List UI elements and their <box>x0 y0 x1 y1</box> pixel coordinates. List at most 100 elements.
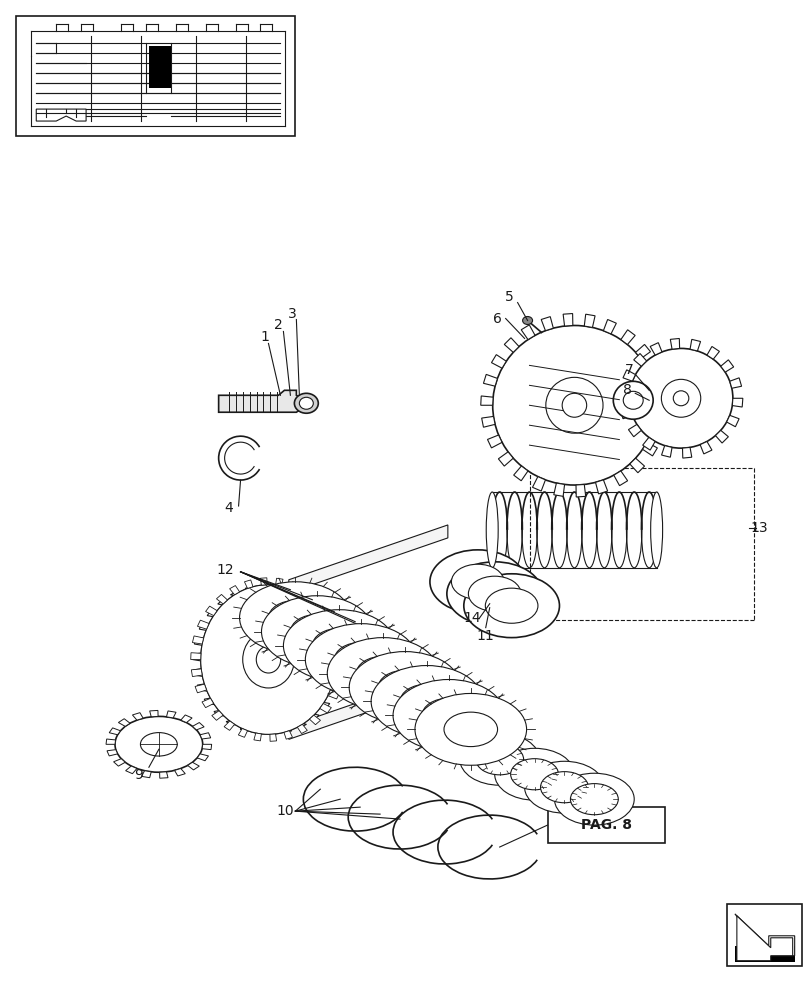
Polygon shape <box>166 711 176 718</box>
Ellipse shape <box>290 614 344 649</box>
Ellipse shape <box>524 761 603 813</box>
Polygon shape <box>521 325 534 340</box>
Ellipse shape <box>623 391 642 409</box>
Polygon shape <box>513 466 527 481</box>
Ellipse shape <box>672 391 688 406</box>
Bar <box>16 16 295 136</box>
Ellipse shape <box>140 733 177 756</box>
Polygon shape <box>732 398 742 407</box>
Ellipse shape <box>554 773 633 825</box>
Polygon shape <box>670 338 679 349</box>
Text: 12: 12 <box>217 563 234 577</box>
Polygon shape <box>729 378 740 388</box>
Polygon shape <box>197 620 208 629</box>
Ellipse shape <box>451 564 504 599</box>
Ellipse shape <box>393 680 504 751</box>
Polygon shape <box>192 585 344 734</box>
Polygon shape <box>622 370 635 381</box>
Polygon shape <box>200 733 210 739</box>
Bar <box>726 904 800 966</box>
Ellipse shape <box>400 684 453 719</box>
Polygon shape <box>107 750 118 756</box>
Ellipse shape <box>570 784 617 815</box>
Polygon shape <box>302 589 312 598</box>
Polygon shape <box>260 578 267 585</box>
Polygon shape <box>118 719 130 726</box>
Ellipse shape <box>545 377 603 433</box>
Ellipse shape <box>378 670 431 705</box>
Ellipse shape <box>294 393 318 413</box>
Polygon shape <box>202 698 213 708</box>
Polygon shape <box>481 416 495 427</box>
Polygon shape <box>575 484 585 497</box>
Polygon shape <box>491 355 506 368</box>
Polygon shape <box>192 723 204 730</box>
Polygon shape <box>504 338 518 352</box>
Polygon shape <box>289 525 448 593</box>
Polygon shape <box>620 330 634 345</box>
Text: 5: 5 <box>504 290 513 304</box>
Polygon shape <box>192 636 204 644</box>
Polygon shape <box>553 483 564 496</box>
Polygon shape <box>563 314 572 326</box>
Text: 1: 1 <box>260 330 268 344</box>
Polygon shape <box>284 731 292 739</box>
Ellipse shape <box>522 317 532 324</box>
Ellipse shape <box>486 492 498 568</box>
Bar <box>547 807 664 843</box>
Ellipse shape <box>660 379 700 417</box>
Polygon shape <box>720 360 733 372</box>
Ellipse shape <box>650 492 662 568</box>
Polygon shape <box>141 771 151 778</box>
Ellipse shape <box>629 348 732 448</box>
Polygon shape <box>620 408 632 419</box>
Polygon shape <box>289 582 298 591</box>
Polygon shape <box>244 580 253 588</box>
Ellipse shape <box>200 585 336 734</box>
Ellipse shape <box>256 646 281 673</box>
Polygon shape <box>114 759 125 766</box>
Polygon shape <box>532 477 545 491</box>
Polygon shape <box>275 578 283 586</box>
Polygon shape <box>642 437 654 450</box>
Polygon shape <box>217 594 227 604</box>
Polygon shape <box>650 424 664 436</box>
Polygon shape <box>323 611 335 621</box>
Polygon shape <box>584 314 594 327</box>
Bar <box>148 46 170 88</box>
Polygon shape <box>289 672 448 739</box>
Polygon shape <box>650 343 661 355</box>
Polygon shape <box>212 711 223 720</box>
Polygon shape <box>149 710 158 717</box>
Text: PAG. 8: PAG. 8 <box>580 818 631 832</box>
Text: 7: 7 <box>624 363 633 377</box>
Polygon shape <box>109 728 120 735</box>
Text: 2: 2 <box>274 318 282 332</box>
Ellipse shape <box>446 562 542 626</box>
Text: 11: 11 <box>476 629 494 643</box>
Text: 10: 10 <box>277 804 294 818</box>
Ellipse shape <box>612 381 652 419</box>
Polygon shape <box>205 606 217 616</box>
Polygon shape <box>682 447 691 458</box>
Polygon shape <box>480 396 492 405</box>
Ellipse shape <box>242 631 294 688</box>
Ellipse shape <box>540 772 588 803</box>
Ellipse shape <box>468 576 521 611</box>
Ellipse shape <box>510 759 558 790</box>
Polygon shape <box>218 390 302 412</box>
Polygon shape <box>633 354 646 366</box>
Ellipse shape <box>349 652 461 723</box>
Ellipse shape <box>283 610 394 681</box>
Polygon shape <box>629 458 644 473</box>
Polygon shape <box>689 339 700 351</box>
Text: 13: 13 <box>749 521 766 535</box>
Ellipse shape <box>492 325 655 485</box>
Ellipse shape <box>239 582 350 654</box>
Polygon shape <box>661 446 672 457</box>
Ellipse shape <box>299 397 313 409</box>
Ellipse shape <box>268 600 322 635</box>
Ellipse shape <box>305 624 417 695</box>
Text: 8: 8 <box>622 383 631 397</box>
Ellipse shape <box>414 693 526 765</box>
